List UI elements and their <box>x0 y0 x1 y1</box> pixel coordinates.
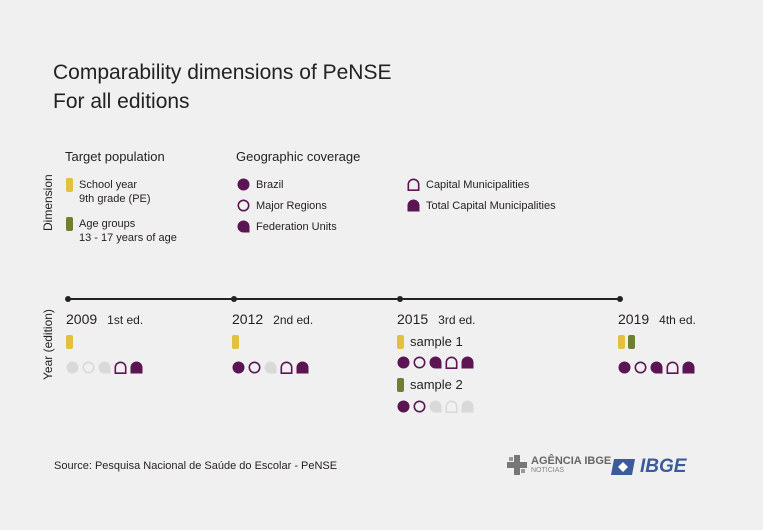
filled-arch-icon <box>407 199 420 212</box>
timeline-dot-2019 <box>617 296 623 302</box>
federation-units-icon <box>650 361 663 374</box>
brazil-grey-icon <box>66 361 79 374</box>
sample-2-row: sample 2 <box>397 377 463 392</box>
brazil-icon <box>397 400 410 413</box>
major-regions-grey-icon <box>82 361 95 374</box>
green-pill-icon <box>66 217 73 231</box>
legend-capital-municipalities-label: Capital Municipalities <box>426 179 530 191</box>
legend-brazil: Brazil <box>237 178 284 192</box>
filled-leaf-icon <box>237 220 250 233</box>
brazil-icon <box>618 361 631 374</box>
total-capital-municipalities-icon <box>461 356 474 369</box>
federation-units-grey-icon <box>429 400 442 413</box>
edition-2019-coverage <box>618 361 695 374</box>
total-capital-municipalities-icon <box>682 361 695 374</box>
edition-2009-year: 2009 <box>66 311 98 327</box>
capital-municipalities-icon <box>114 361 127 374</box>
legend-total-capital-municipalities: Total Capital Municipalities <box>407 199 556 213</box>
edition-2015-header: 2015 3rd ed. <box>397 311 476 327</box>
title-line-1: Comparability dimensions of PeNSE <box>53 61 392 84</box>
legend-school-year-line2: 9th grade (PE) <box>79 193 151 205</box>
legend-school-year-line1: School year <box>79 179 138 191</box>
target-population-heading: Target population <box>65 149 165 164</box>
brazil-icon <box>232 361 245 374</box>
timeline-dot-2015 <box>397 296 403 302</box>
legend-federation-units: Federation Units <box>237 220 337 234</box>
timeline-dot-2012 <box>231 296 237 302</box>
total-capital-municipalities-icon <box>130 361 143 374</box>
federation-units-grey-icon <box>98 361 111 374</box>
legend-age-groups: Age groups 13 - 17 years of age <box>66 217 177 245</box>
agencia-ibge-logo: AGÊNCIA IBGE NOTÍCIAS <box>506 454 611 476</box>
edition-2015-year: 2015 <box>397 311 429 327</box>
legend-total-capital-municipalities-label: Total Capital Municipalities <box>426 200 556 212</box>
edition-2019-year: 2019 <box>618 311 650 327</box>
sample-2-coverage <box>397 400 474 413</box>
federation-units-grey-icon <box>264 361 277 374</box>
capital-municipalities-icon <box>666 361 679 374</box>
timeline-dot-2009 <box>65 296 71 302</box>
sample-1-coverage <box>397 356 474 369</box>
legend-federation-units-label: Federation Units <box>256 221 337 233</box>
outline-arch-icon <box>407 178 420 191</box>
legend-major-regions: Major Regions <box>237 199 327 213</box>
edition-2012-coverage <box>232 361 309 374</box>
geographic-coverage-heading: Geographic coverage <box>236 149 361 164</box>
major-regions-icon <box>413 400 426 413</box>
edition-2015-label: 3rd ed. <box>438 313 476 327</box>
legend-age-groups-line2: 13 - 17 years of age <box>79 232 177 244</box>
capital-municipalities-icon <box>280 361 293 374</box>
edition-2009-label: 1st ed. <box>107 313 144 327</box>
edition-2009-coverage <box>66 361 143 374</box>
dimension-label: Dimension <box>41 174 55 231</box>
outline-circle-icon <box>237 199 250 212</box>
total-capital-municipalities-icon <box>296 361 309 374</box>
edition-2009-school-year-pill <box>66 335 73 349</box>
legend-capital-municipalities: Capital Municipalities <box>407 178 529 192</box>
brazil-icon <box>397 356 410 369</box>
sample-1-label: sample 1 <box>410 334 463 349</box>
legend-school-year: School year 9th grade (PE) <box>66 178 151 206</box>
source-note: Source: Pesquisa Nacional de Saúde do Es… <box>54 460 338 472</box>
filled-circle-icon <box>237 178 250 191</box>
year-edition-label: Year (edition) <box>41 309 55 380</box>
edition-2012-header: 2012 2nd ed. <box>232 311 313 327</box>
agencia-ibge-logo-icon <box>507 455 527 475</box>
chart-title: Comparability dimensions of PeNSE For al… <box>53 58 391 116</box>
ibge-logo-icon <box>611 459 635 475</box>
edition-2019-school-year-pill <box>618 335 625 349</box>
legend-age-groups-line1: Age groups <box>79 218 136 230</box>
ibge-logo-text: IBGE <box>640 456 687 477</box>
edition-2012-year: 2012 <box>232 311 264 327</box>
legend-brazil-label: Brazil <box>256 179 284 191</box>
federation-units-icon <box>429 356 442 369</box>
sample-1-row: sample 1 <box>397 334 463 349</box>
edition-2019-label: 4th ed. <box>659 313 696 327</box>
capital-municipalities-icon <box>445 356 458 369</box>
total-capital-municipalities-grey-icon <box>461 400 474 413</box>
major-regions-icon <box>248 361 261 374</box>
edition-2019-age-groups-pill <box>628 335 635 349</box>
major-regions-icon <box>634 361 647 374</box>
legend-major-regions-label: Major Regions <box>256 200 327 212</box>
edition-2012-label: 2nd ed. <box>273 313 314 327</box>
edition-2019-header: 2019 4th ed. <box>618 311 696 327</box>
edition-2019-pills <box>618 335 635 349</box>
title-line-2: For all editions <box>53 90 190 113</box>
ibge-logo: IBGE <box>610 456 686 478</box>
sample-2-age-groups-pill <box>397 377 404 392</box>
edition-2012-school-year-pill <box>232 335 239 349</box>
edition-2009-header: 2009 1st ed. <box>66 311 143 327</box>
agencia-ibge-logo-subtext: NOTÍCIAS <box>531 467 565 474</box>
timeline-line <box>68 298 621 300</box>
yellow-pill-icon <box>66 178 73 192</box>
capital-municipalities-grey-icon <box>445 400 458 413</box>
major-regions-icon <box>413 356 426 369</box>
sample-2-label: sample 2 <box>410 377 463 392</box>
agencia-ibge-logo-text: AGÊNCIA IBGE <box>531 455 612 467</box>
sample-1-school-year-pill <box>397 334 404 349</box>
